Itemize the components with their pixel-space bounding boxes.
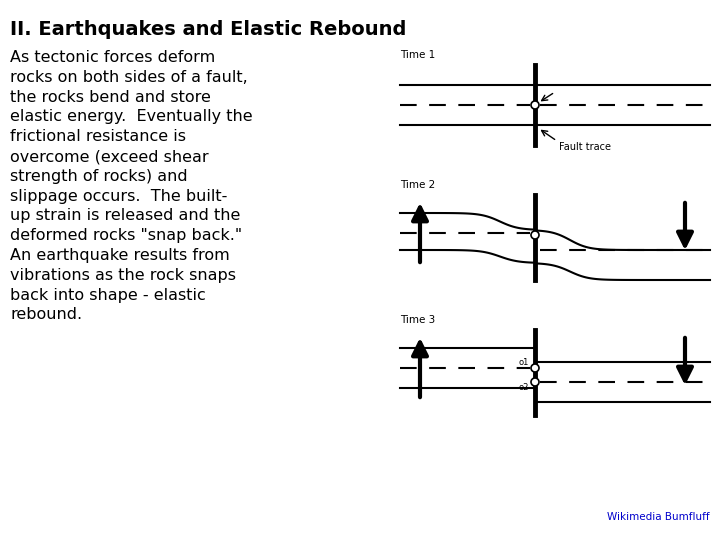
Text: o2: o2 (518, 383, 529, 392)
Text: II. Earthquakes and Elastic Rebound: II. Earthquakes and Elastic Rebound (10, 20, 406, 39)
Circle shape (531, 378, 539, 386)
Text: o1: o1 (518, 358, 529, 367)
Text: Time 2: Time 2 (400, 180, 436, 190)
Circle shape (531, 101, 539, 109)
Text: Time 3: Time 3 (400, 315, 436, 325)
Text: Fault trace: Fault trace (559, 142, 611, 152)
Circle shape (531, 364, 539, 372)
Text: Time 1: Time 1 (400, 50, 436, 60)
Circle shape (531, 231, 539, 239)
Text: Wikimedia Bumfluff: Wikimedia Bumfluff (608, 512, 710, 522)
Text: As tectonic forces deform
rocks on both sides of a fault,
the rocks bend and sto: As tectonic forces deform rocks on both … (10, 50, 253, 322)
